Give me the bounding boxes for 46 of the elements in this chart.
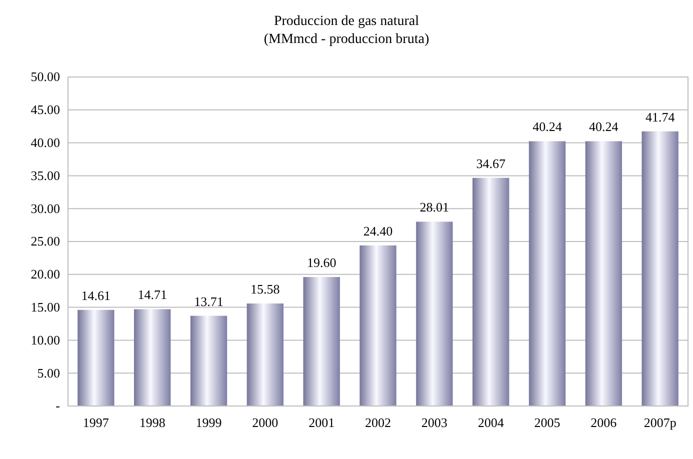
x-tick-label: 2000 — [252, 415, 278, 430]
data-label: 41.74 — [645, 109, 676, 124]
y-tick-label: 15.00 — [30, 299, 60, 314]
y-tick-label: 45.00 — [30, 102, 60, 118]
data-label: 28.01 — [420, 200, 450, 215]
bar — [190, 316, 228, 406]
data-label: 15.58 — [250, 281, 280, 296]
bar — [360, 245, 396, 406]
x-tick-label: 2003 — [421, 415, 448, 430]
bar — [303, 277, 340, 406]
y-tick-label: 5.00 — [37, 365, 60, 380]
y-tick-label: 50.00 — [30, 69, 60, 84]
y-tick-label: 10.00 — [30, 332, 60, 348]
chart-title: Produccion de gas natural — [274, 14, 420, 29]
bar — [78, 310, 114, 406]
bar — [528, 141, 566, 406]
x-tick-label: 2004 — [478, 415, 504, 430]
y-tick-label: 40.00 — [30, 134, 60, 150]
x-tick-label: 1998 — [139, 415, 166, 430]
bar — [416, 222, 453, 406]
bar — [134, 309, 171, 406]
y-tick-label: 20.00 — [30, 266, 60, 282]
data-label: 40.24 — [589, 119, 619, 134]
y-tick-label: 35.00 — [30, 168, 60, 183]
data-label: 34.67 — [476, 156, 506, 171]
data-label: 40.24 — [532, 119, 562, 134]
chart-subtitle: (MMmcd - produccion bruta) — [264, 32, 430, 47]
data-label: 24.40 — [363, 223, 393, 238]
x-tick-label: 1997 — [82, 415, 110, 430]
data-label: 13.71 — [194, 294, 224, 309]
data-label: 14.61 — [81, 288, 111, 303]
y-tick-label: 25.00 — [30, 234, 60, 249]
y-tick-label: - — [56, 398, 60, 414]
x-tick-label: 2001 — [308, 415, 335, 430]
bar — [642, 131, 678, 406]
bar — [246, 303, 284, 406]
bar — [585, 141, 622, 406]
x-tick-label: 2005 — [534, 415, 560, 430]
bar — [472, 178, 510, 406]
x-tick-label: 1999 — [196, 415, 222, 430]
y-tick-label: 30.00 — [30, 200, 60, 216]
x-tick-label: 2002 — [365, 415, 391, 430]
x-tick-label: 2007p — [644, 415, 676, 430]
data-label: 14.71 — [138, 287, 167, 302]
x-tick-label: 2006 — [590, 415, 618, 430]
data-label: 19.60 — [306, 255, 336, 270]
